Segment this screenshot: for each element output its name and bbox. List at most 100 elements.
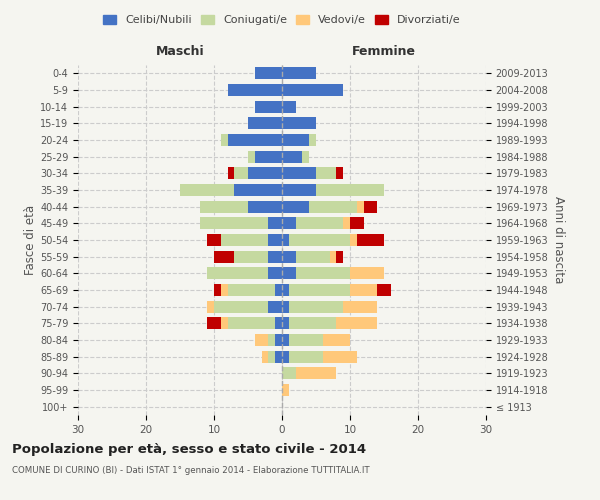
Legend: Celibi/Nubili, Coniugati/e, Vedovi/e, Divorziati/e: Celibi/Nubili, Coniugati/e, Vedovi/e, Di… xyxy=(99,10,465,30)
Bar xyxy=(350,234,357,246)
Bar xyxy=(227,318,275,330)
Bar xyxy=(207,300,214,312)
Bar xyxy=(227,168,235,179)
Bar xyxy=(221,284,227,296)
Bar xyxy=(221,318,227,330)
Bar xyxy=(282,84,343,96)
Bar xyxy=(248,150,255,162)
Bar xyxy=(255,68,282,80)
Bar xyxy=(282,100,296,112)
Bar xyxy=(289,284,350,296)
Bar xyxy=(282,334,289,346)
Bar xyxy=(200,218,268,230)
Bar xyxy=(268,300,282,312)
Bar xyxy=(268,218,282,230)
Bar xyxy=(248,118,282,130)
Bar xyxy=(282,218,296,230)
Text: Femmine: Femmine xyxy=(352,46,416,59)
Bar xyxy=(221,134,227,146)
Bar xyxy=(282,300,289,312)
Bar xyxy=(282,268,296,280)
Text: Popolazione per età, sesso e stato civile - 2014: Popolazione per età, sesso e stato civil… xyxy=(12,442,366,456)
Bar xyxy=(248,200,282,212)
Bar xyxy=(262,350,268,362)
Bar xyxy=(289,350,323,362)
Bar xyxy=(289,300,343,312)
Bar xyxy=(282,184,316,196)
Bar xyxy=(296,218,343,230)
Bar xyxy=(282,200,309,212)
Bar xyxy=(282,384,289,396)
Bar xyxy=(207,268,268,280)
Bar xyxy=(350,284,377,296)
Bar xyxy=(214,284,221,296)
Bar xyxy=(316,168,337,179)
Bar xyxy=(282,134,309,146)
Bar xyxy=(235,184,282,196)
Bar xyxy=(323,350,357,362)
Bar xyxy=(268,250,282,262)
Bar xyxy=(343,300,377,312)
Bar xyxy=(275,284,282,296)
Bar xyxy=(350,218,364,230)
Bar xyxy=(200,200,248,212)
Bar xyxy=(357,200,364,212)
Bar xyxy=(268,268,282,280)
Bar xyxy=(364,200,377,212)
Bar xyxy=(282,318,289,330)
Bar xyxy=(343,218,350,230)
Bar xyxy=(282,250,296,262)
Bar xyxy=(221,234,268,246)
Bar xyxy=(282,350,289,362)
Bar xyxy=(296,268,350,280)
Bar xyxy=(377,284,391,296)
Bar xyxy=(337,250,343,262)
Bar xyxy=(180,184,235,196)
Bar xyxy=(289,334,323,346)
Bar xyxy=(282,284,289,296)
Bar xyxy=(309,134,316,146)
Bar xyxy=(282,168,316,179)
Bar xyxy=(227,84,282,96)
Bar xyxy=(207,234,221,246)
Bar xyxy=(282,118,316,130)
Bar xyxy=(282,368,296,380)
Text: COMUNE DI CURINO (BI) - Dati ISTAT 1° gennaio 2014 - Elaborazione TUTTITALIA.IT: COMUNE DI CURINO (BI) - Dati ISTAT 1° ge… xyxy=(12,466,370,475)
Bar xyxy=(329,250,337,262)
Bar xyxy=(296,250,329,262)
Bar xyxy=(296,368,337,380)
Bar xyxy=(214,250,235,262)
Bar xyxy=(337,168,343,179)
Bar xyxy=(207,318,221,330)
Bar xyxy=(302,150,309,162)
Bar xyxy=(268,234,282,246)
Bar xyxy=(255,100,282,112)
Text: Maschi: Maschi xyxy=(155,46,205,59)
Bar xyxy=(268,334,275,346)
Bar xyxy=(275,350,282,362)
Bar xyxy=(235,168,248,179)
Y-axis label: Anni di nascita: Anni di nascita xyxy=(552,196,565,284)
Bar xyxy=(323,334,350,346)
Bar xyxy=(282,150,302,162)
Bar xyxy=(275,318,282,330)
Bar xyxy=(227,134,282,146)
Bar xyxy=(309,200,357,212)
Bar xyxy=(255,150,282,162)
Bar xyxy=(275,334,282,346)
Bar xyxy=(350,268,384,280)
Bar xyxy=(255,334,268,346)
Bar xyxy=(357,234,384,246)
Bar xyxy=(214,300,268,312)
Bar xyxy=(282,234,289,246)
Bar xyxy=(235,250,268,262)
Bar xyxy=(268,350,275,362)
Bar xyxy=(289,318,337,330)
Bar xyxy=(248,168,282,179)
Y-axis label: Fasce di età: Fasce di età xyxy=(24,205,37,275)
Bar xyxy=(227,284,275,296)
Bar xyxy=(282,68,316,80)
Bar xyxy=(316,184,384,196)
Bar xyxy=(337,318,377,330)
Bar xyxy=(289,234,350,246)
